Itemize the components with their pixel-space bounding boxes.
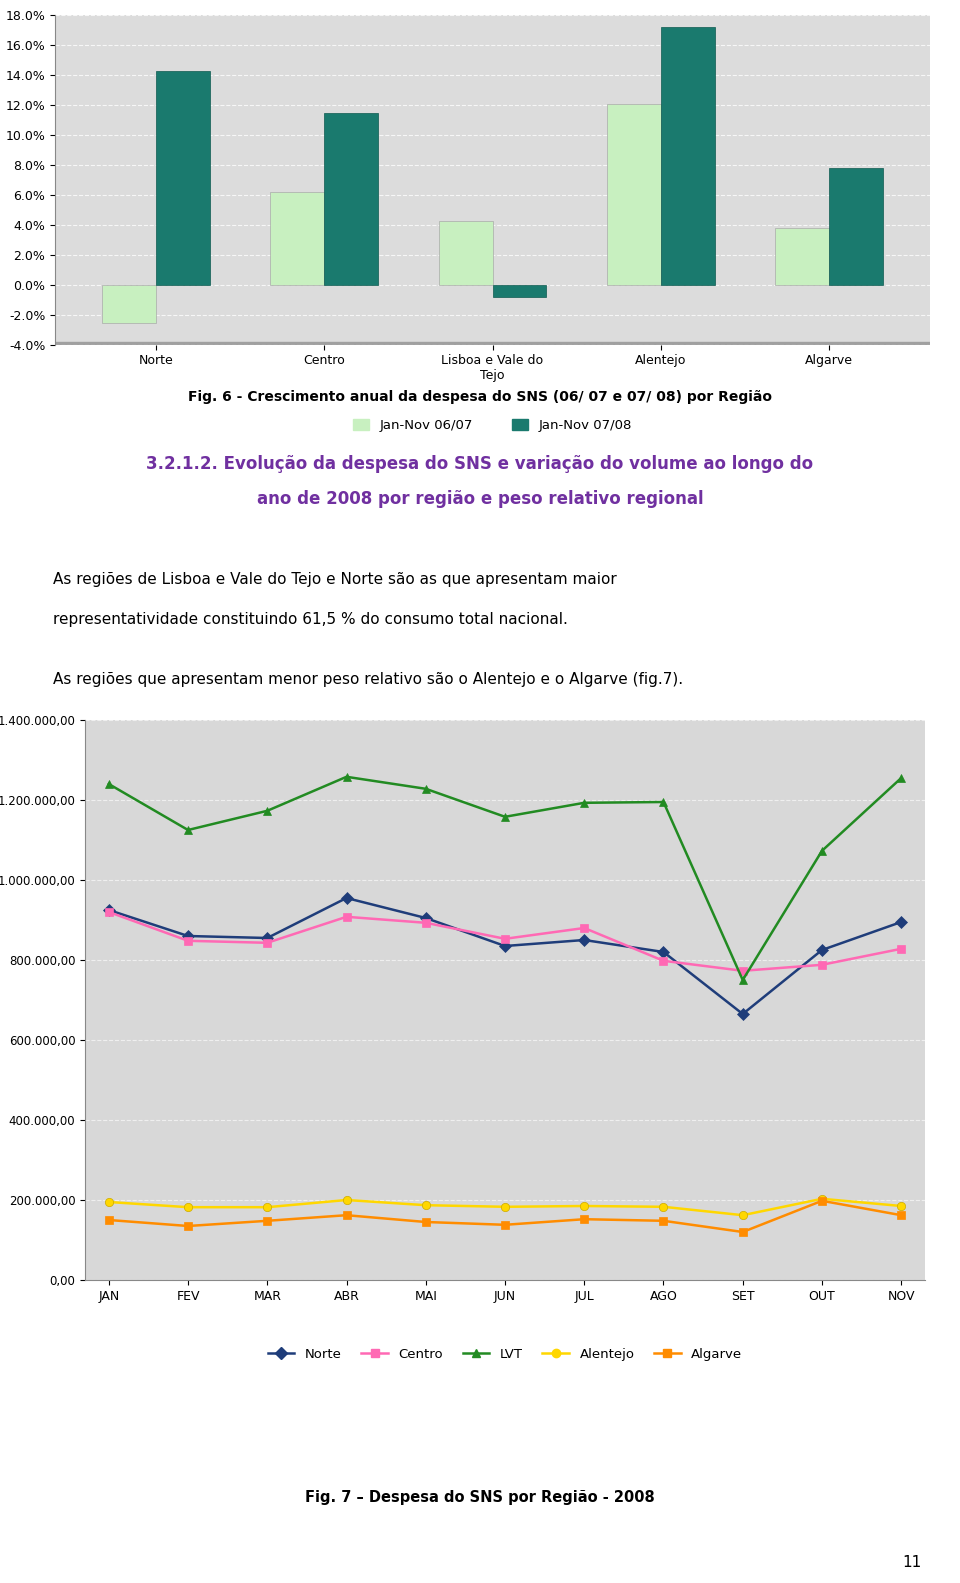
Text: As regiões de Lisboa e Vale do Tejo e Norte são as que apresentam maior: As regiões de Lisboa e Vale do Tejo e No…	[53, 571, 616, 587]
Bar	[492, 285, 546, 298]
Bar	[271, 192, 324, 285]
Bar	[55, 342, 930, 345]
Legend: Jan-Nov 06/07, Jan-Nov 07/08: Jan-Nov 06/07, Jan-Nov 07/08	[348, 413, 637, 437]
Bar	[607, 103, 660, 285]
Bar	[829, 168, 883, 285]
Bar	[775, 228, 829, 285]
Text: Fig. 6 - Crescimento anual da despesa do SNS (06/ 07 e 07/ 08) por Região: Fig. 6 - Crescimento anual da despesa do…	[188, 389, 772, 404]
Text: ano de 2008 por região e peso relativo regional: ano de 2008 por região e peso relativo r…	[256, 491, 704, 508]
Bar	[156, 71, 210, 285]
Text: 11: 11	[902, 1556, 922, 1570]
Text: 3.2.1.2. Evolução da despesa do SNS e variação do volume ao longo do: 3.2.1.2. Evolução da despesa do SNS e va…	[147, 454, 813, 473]
Bar	[324, 112, 378, 285]
Text: As regiões que apresentam menor peso relativo são o Alentejo e o Algarve (fig.7): As regiões que apresentam menor peso rel…	[53, 673, 683, 687]
Bar	[660, 27, 714, 285]
Text: Fig. 7 – Despesa do SNS por Região - 2008: Fig. 7 – Despesa do SNS por Região - 200…	[305, 1490, 655, 1505]
Text: representatividade constituindo 61,5 % do consumo total nacional.: representatividade constituindo 61,5 % d…	[53, 613, 567, 627]
Bar	[102, 285, 156, 323]
Bar	[439, 220, 492, 285]
Legend: Norte, Centro, LVT, Alentejo, Algarve: Norte, Centro, LVT, Alentejo, Algarve	[262, 1342, 748, 1366]
